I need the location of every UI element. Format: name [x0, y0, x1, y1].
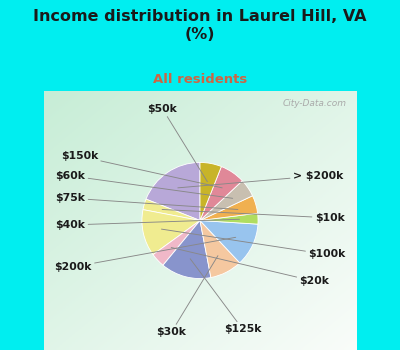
Text: $30k: $30k	[156, 256, 218, 337]
Text: All residents: All residents	[153, 72, 247, 85]
Text: $40k: $40k	[56, 219, 240, 230]
Text: $200k: $200k	[54, 237, 236, 272]
Wedge shape	[200, 220, 240, 278]
Wedge shape	[200, 167, 242, 220]
Text: > $200k: > $200k	[178, 171, 343, 188]
Text: $60k: $60k	[56, 171, 233, 198]
Text: Income distribution in Laurel Hill, VA
(%): Income distribution in Laurel Hill, VA (…	[33, 9, 367, 42]
Wedge shape	[146, 162, 200, 220]
Wedge shape	[143, 199, 200, 220]
Wedge shape	[163, 220, 211, 279]
Wedge shape	[200, 220, 258, 263]
Text: $150k: $150k	[61, 151, 222, 188]
Wedge shape	[153, 220, 200, 265]
Wedge shape	[142, 210, 200, 254]
Wedge shape	[200, 162, 221, 220]
Wedge shape	[200, 181, 252, 220]
Text: $10k: $10k	[162, 210, 344, 223]
Text: $100k: $100k	[162, 229, 346, 259]
Wedge shape	[200, 196, 258, 220]
Text: $20k: $20k	[171, 247, 329, 286]
Text: $50k: $50k	[148, 104, 207, 182]
Text: $125k: $125k	[190, 259, 262, 335]
Text: $75k: $75k	[56, 193, 238, 210]
Text: City-Data.com: City-Data.com	[283, 99, 347, 108]
Wedge shape	[200, 213, 258, 224]
